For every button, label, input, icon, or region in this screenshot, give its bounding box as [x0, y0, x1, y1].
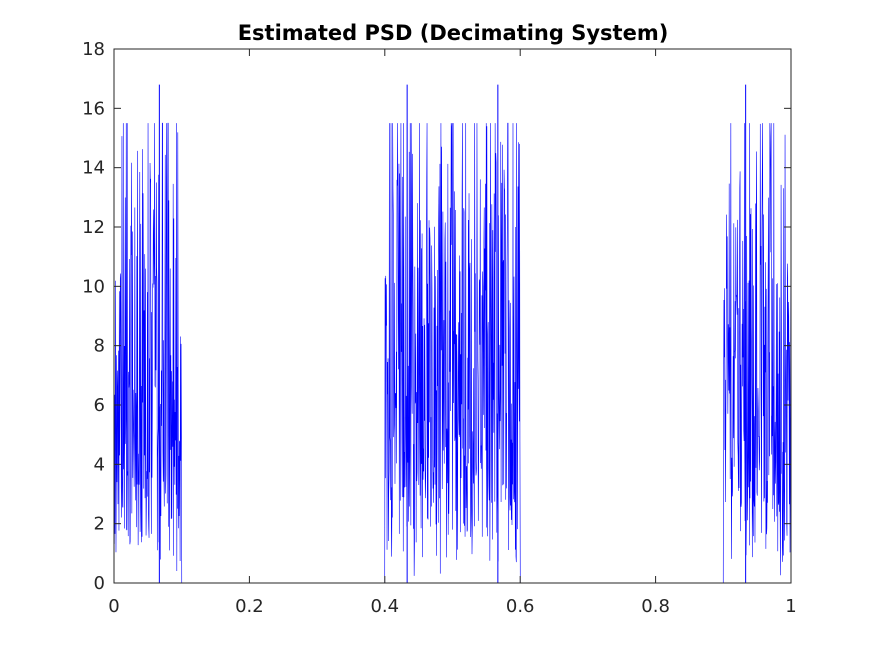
x-tick-label: 0.2 — [235, 596, 264, 617]
y-tick-label: 10 — [82, 276, 105, 297]
x-tick-label: 0.8 — [641, 596, 670, 617]
y-tick-label: 0 — [94, 573, 105, 594]
y-tick-label: 6 — [94, 395, 105, 416]
y-tick-label: 16 — [82, 98, 105, 119]
plot-area: 0 0.2 0.4 0.6 0.8 1 0 2 4 6 8 10 12 14 16 18 — [82, 39, 797, 617]
x-axis-ticks: 0 0.2 0.4 0.6 0.8 1 — [108, 49, 797, 617]
y-axis-ticks: 0 2 4 6 8 10 12 14 16 18 — [82, 39, 791, 594]
x-tick-label: 1 — [785, 596, 796, 617]
y-tick-label: 18 — [82, 39, 105, 60]
chart-title: Estimated PSD (Decimating System) — [238, 21, 669, 45]
y-tick-label: 4 — [94, 454, 105, 475]
y-tick-label: 14 — [82, 158, 105, 179]
x-tick-label: 0 — [108, 596, 119, 617]
x-tick-label: 0.6 — [506, 596, 535, 617]
y-tick-label: 12 — [82, 217, 105, 238]
axes-box — [113, 48, 792, 584]
y-tick-label: 2 — [94, 514, 105, 535]
y-tick-label: 8 — [94, 336, 105, 357]
x-tick-label: 0.4 — [370, 596, 399, 617]
